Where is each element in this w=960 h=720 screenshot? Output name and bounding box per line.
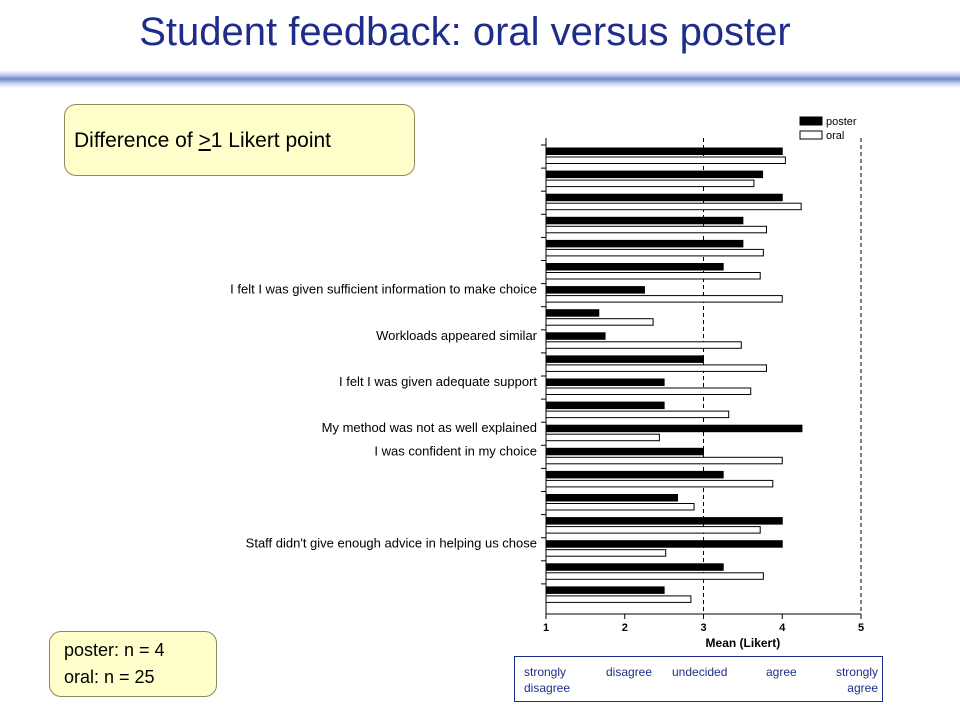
poster-bar-9 <box>545 332 606 340</box>
poster-bar-15 <box>545 470 724 479</box>
poster-bar-4 <box>545 216 744 225</box>
poster-bar-10 <box>545 355 704 363</box>
x-tick-label-5: 5 <box>858 622 864 634</box>
scale-label-1: strongly disagree <box>524 664 570 696</box>
poster-sample-size: poster: n = 4 <box>64 640 165 660</box>
scale-label-line1: undecided <box>672 665 728 679</box>
oral-bar-5 <box>545 248 764 257</box>
poster-bar-17 <box>545 517 783 525</box>
oral-bar-12 <box>545 410 730 419</box>
poster-bar-8 <box>545 309 600 317</box>
oral-bar-20 <box>545 595 692 603</box>
oral-bar-13 <box>545 433 660 442</box>
category-label-18: Staff didn't give enough advice in helpi… <box>246 536 537 551</box>
poster-bar-11 <box>545 378 665 386</box>
oral-bar-6 <box>545 272 761 280</box>
likert-bar-chart: I felt I was given sufficient informatio… <box>230 116 864 650</box>
scale-label-4: agree <box>766 664 797 680</box>
scale-label-line1: strongly <box>835 665 878 679</box>
legend-label-oral: oral <box>826 130 844 142</box>
oral-bar-1 <box>545 156 786 164</box>
category-label-11: I felt I was given adequate support <box>339 374 537 389</box>
x-axis-label: Mean (Likert) <box>706 636 781 650</box>
difference-callout: Difference of >1 Likert point <box>64 104 415 176</box>
legend-swatch-poster <box>799 116 823 126</box>
poster-bar-6 <box>545 263 724 271</box>
legend-swatch-oral <box>799 130 823 140</box>
oral-bar-16 <box>545 503 695 511</box>
difference-suffix: 1 Likert point <box>210 129 332 152</box>
oral-bar-19 <box>545 572 764 580</box>
oral-bar-15 <box>545 479 774 488</box>
category-label-13: My method was not as well explained <box>322 420 537 435</box>
poster-bar-20 <box>545 586 665 594</box>
x-tick-label-2: 2 <box>622 622 628 634</box>
oral-bar-7 <box>545 295 783 303</box>
oral-bar-14 <box>545 456 783 465</box>
poster-bar-5 <box>545 239 744 248</box>
scale-label-line1: agree <box>766 665 797 679</box>
poster-bar-19 <box>545 563 724 571</box>
category-label-7: I felt I was given sufficient informatio… <box>230 282 537 297</box>
slide-title: Student feedback: oral versus poster <box>139 10 791 54</box>
oral-bar-4 <box>545 225 767 234</box>
poster-bar-14 <box>545 447 704 456</box>
sample-size-callout: poster: n = 4 oral: n = 25 <box>49 631 217 697</box>
title-divider <box>0 70 960 88</box>
poster-bar-7 <box>545 286 645 294</box>
oral-bar-10 <box>545 364 767 372</box>
category-label-9: Workloads appeared similar <box>376 328 538 343</box>
oral-bar-18 <box>545 549 667 557</box>
scale-label-line1: disagree <box>606 665 653 679</box>
poster-bar-1 <box>545 147 783 155</box>
poster-bar-18 <box>545 540 783 548</box>
difference-prefix: Difference of <box>74 129 199 152</box>
oral-bar-8 <box>545 318 654 326</box>
scale-label-3: undecided <box>672 664 727 680</box>
poster-bar-16 <box>545 494 679 502</box>
scale-label-2: disagree <box>606 664 652 680</box>
poster-bar-12 <box>545 401 665 410</box>
oral-bar-17 <box>545 526 761 534</box>
oral-bar-9 <box>545 341 742 349</box>
poster-bar-2 <box>545 170 764 179</box>
x-tick-label-4: 4 <box>779 622 786 634</box>
oral-bar-11 <box>545 387 752 395</box>
scale-label-5: strongly agree <box>830 664 878 696</box>
oral-bar-2 <box>545 179 755 188</box>
legend-label-poster: poster <box>826 116 857 128</box>
scale-label-line2: agree <box>847 681 878 695</box>
oral-bar-3 <box>545 202 802 211</box>
x-tick-label-1: 1 <box>543 622 549 634</box>
scale-label-line2: disagree <box>524 681 571 695</box>
oral-sample-size: oral: n = 25 <box>64 667 155 687</box>
scale-label-line1: strongly <box>524 665 567 679</box>
category-label-14: I was confident in my choice <box>374 443 537 458</box>
poster-bar-13 <box>545 424 803 433</box>
difference-operator: > <box>198 129 211 152</box>
x-tick-label-3: 3 <box>700 622 706 634</box>
poster-bar-3 <box>545 193 783 202</box>
likert-scale-key <box>514 656 883 702</box>
